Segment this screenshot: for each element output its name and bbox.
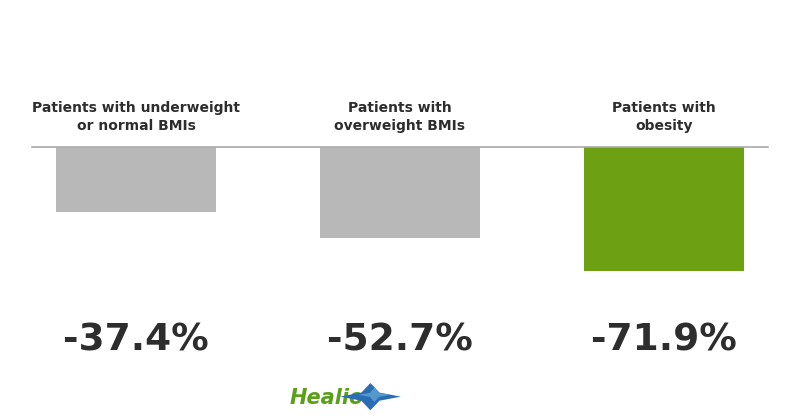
Polygon shape xyxy=(340,383,401,410)
Text: -37.4%: -37.4% xyxy=(63,323,209,359)
Text: -71.9%: -71.9% xyxy=(591,323,737,359)
Bar xyxy=(584,147,744,271)
Text: Patients with underweight
or normal BMIs: Patients with underweight or normal BMIs xyxy=(32,101,240,133)
Text: Patients with
overweight BMIs: Patients with overweight BMIs xyxy=(334,101,466,133)
Text: Healio: Healio xyxy=(290,388,364,409)
Text: Decreases in exacerbation rates with omalizumab:: Decreases in exacerbation rates with oma… xyxy=(111,21,689,40)
Bar xyxy=(320,147,480,238)
Text: Patients with
obesity: Patients with obesity xyxy=(612,101,716,133)
Bar xyxy=(56,147,216,212)
Polygon shape xyxy=(358,388,390,402)
Text: -52.7%: -52.7% xyxy=(327,323,473,359)
